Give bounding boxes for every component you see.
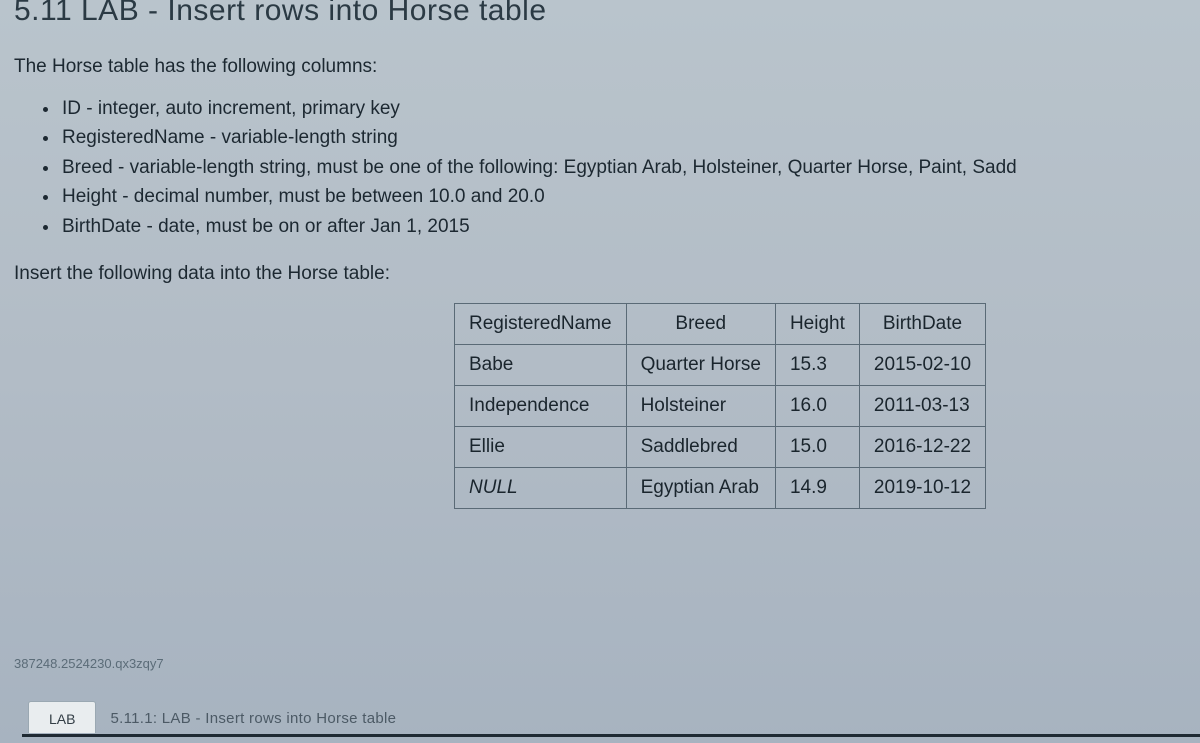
cell-height: 16.0 (775, 386, 859, 427)
page-title: 5.11 LAB - Insert rows into Horse table (14, 0, 1186, 28)
cell-breed: Quarter Horse (626, 345, 775, 386)
cell-breed: Saddlebred (626, 427, 775, 468)
cell-birthdate: 2016-12-22 (859, 427, 985, 468)
list-item: Breed - variable-length string, must be … (60, 153, 1186, 182)
list-item: RegisteredName - variable-length string (60, 123, 1186, 152)
intro-text: The Horse table has the following column… (14, 56, 1186, 78)
table-row: Ellie Saddlebred 15.0 2016-12-22 (455, 427, 986, 468)
cell-birthdate: 2015-02-10 (859, 345, 985, 386)
cell-registeredname: Babe (455, 345, 627, 386)
tab-trail-text: 5.11.1: LAB - Insert rows into Horse tab… (96, 710, 396, 733)
col-header-breed: Breed (626, 304, 775, 345)
instruction-text: Insert the following data into the Horse… (14, 263, 1186, 285)
cell-registeredname: Ellie (455, 427, 627, 468)
table-row: NULL Egyptian Arab 14.9 2019-10-12 (455, 468, 986, 509)
table-header-row: RegisteredName Breed Height BirthDate (455, 304, 986, 345)
tab-row: LAB 5.11.1: LAB - Insert rows into Horse… (28, 701, 396, 733)
cell-registeredname: NULL (455, 468, 627, 509)
data-table-wrap: RegisteredName Breed Height BirthDate Ba… (454, 303, 1186, 509)
list-item: BirthDate - date, must be on or after Ja… (60, 212, 1186, 241)
cell-height: 15.0 (775, 427, 859, 468)
column-definitions-list: ID - integer, auto increment, primary ke… (14, 94, 1186, 241)
tab-lab[interactable]: LAB (28, 701, 96, 733)
tab-lab-label: LAB (49, 711, 75, 727)
list-item: ID - integer, auto increment, primary ke… (60, 94, 1186, 123)
table-row: Babe Quarter Horse 15.3 2015-02-10 (455, 345, 986, 386)
cell-height: 14.9 (775, 468, 859, 509)
col-header-registeredname: RegisteredName (455, 304, 627, 345)
cell-height: 15.3 (775, 345, 859, 386)
col-header-birthdate: BirthDate (859, 304, 985, 345)
cell-breed: Holsteiner (626, 386, 775, 427)
list-item: Height - decimal number, must be between… (60, 182, 1186, 211)
footer-id-text: 387248.2524230.qx3zqy7 (14, 656, 164, 671)
cell-birthdate: 2019-10-12 (859, 468, 985, 509)
bottom-divider (22, 734, 1200, 737)
col-header-height: Height (775, 304, 859, 345)
lab-page: 5.11 LAB - Insert rows into Horse table … (0, 0, 1200, 509)
cell-birthdate: 2011-03-13 (859, 386, 985, 427)
horse-data-table: RegisteredName Breed Height BirthDate Ba… (454, 303, 986, 509)
table-row: Independence Holsteiner 16.0 2011-03-13 (455, 386, 986, 427)
cell-registeredname: Independence (455, 386, 627, 427)
cell-breed: Egyptian Arab (626, 468, 775, 509)
